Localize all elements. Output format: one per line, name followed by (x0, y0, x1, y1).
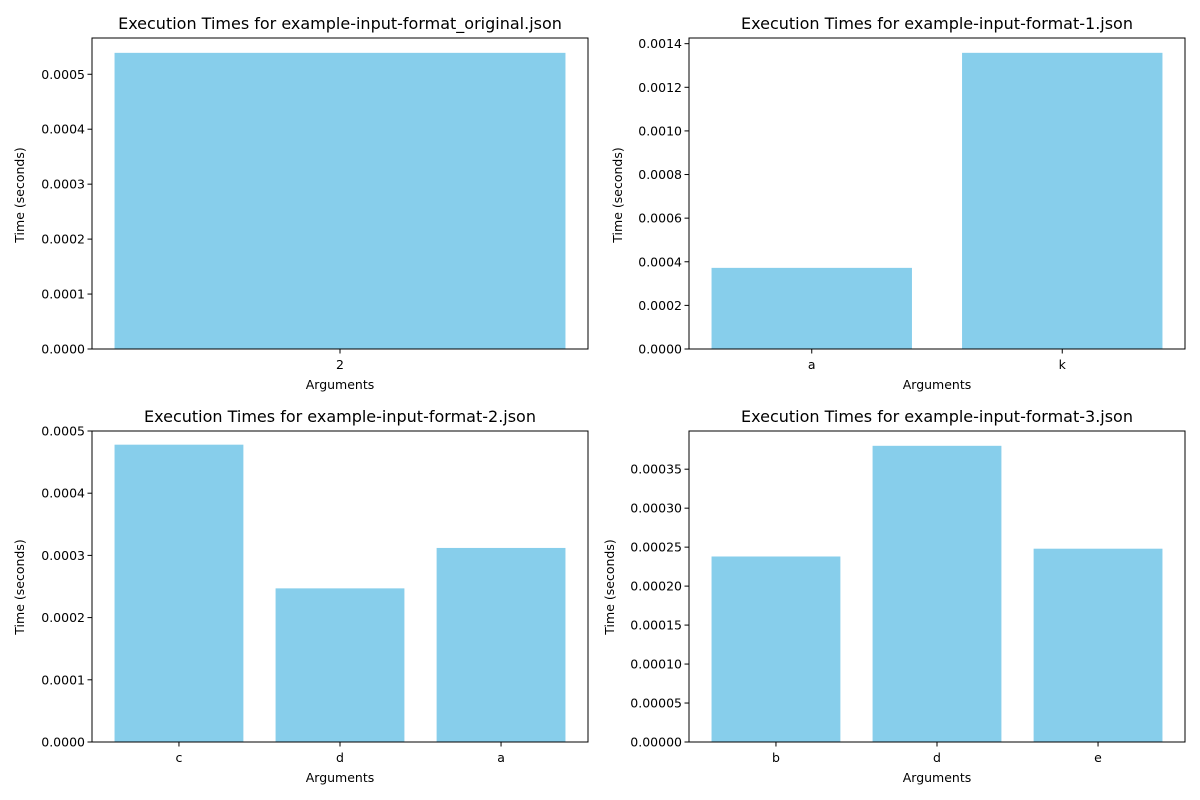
subplot-original: Execution Times for example-input-format… (12, 14, 589, 392)
y-tick-label: 0.0008 (638, 167, 682, 182)
y-tick-label: 0.0000 (41, 342, 85, 357)
x-axis-label: Arguments (306, 770, 375, 785)
y-tick-label: 0.0005 (41, 67, 85, 82)
x-axis-label: Arguments (306, 377, 375, 392)
chart-title: Execution Times for example-input-format… (741, 407, 1133, 426)
bar-c (114, 444, 244, 742)
subplot-format-1: Execution Times for example-input-format… (610, 14, 1186, 392)
plot-frame (688, 37, 1186, 350)
y-tick-label: 0.0004 (41, 486, 85, 501)
y-tick-label: 0.0004 (638, 254, 682, 269)
y-tick-label: 0.00020 (630, 579, 682, 594)
x-tick-label: d (933, 750, 941, 765)
x-axis-label: Arguments (903, 770, 972, 785)
y-tick-label: 0.0012 (638, 80, 682, 95)
y-tick-label: 0.0000 (638, 342, 682, 357)
y-axis-label: Time (seconds) (12, 147, 27, 243)
y-tick-label: 0.0000 (41, 735, 85, 750)
x-axis-label: Arguments (903, 377, 972, 392)
bar-a (711, 267, 912, 349)
y-tick-label: 0.0006 (638, 211, 682, 226)
bar-e (1033, 548, 1163, 742)
y-tick-label: 0.0003 (41, 548, 85, 563)
y-tick-label: 0.00025 (630, 540, 682, 555)
y-tick-label: 0.0014 (638, 36, 682, 51)
y-tick-label: 0.00035 (630, 462, 682, 477)
y-tick-label: 0.0005 (41, 424, 85, 439)
chart-title: Execution Times for example-input-format… (118, 14, 562, 34)
y-tick-label: 0.0001 (41, 672, 85, 687)
y-tick-label: 0.0003 (41, 177, 85, 192)
y-tick-label: 0.00030 (630, 501, 682, 516)
x-tick-label: k (1059, 357, 1067, 372)
bar-b (711, 556, 841, 742)
x-tick-label: d (336, 750, 344, 765)
x-tick-label: a (497, 750, 505, 765)
y-tick-label: 0.00000 (630, 735, 682, 750)
y-tick-label: 0.0002 (638, 298, 682, 313)
subplot-format-3: Execution Times for example-input-format… (602, 407, 1186, 785)
plot-frame (688, 430, 1186, 743)
y-tick-label: 0.0004 (41, 122, 85, 137)
plot-frame (91, 430, 589, 743)
bar-2 (114, 52, 566, 350)
x-tick-label: a (808, 357, 816, 372)
subplot-format-2: Execution Times for example-input-format… (12, 407, 589, 785)
y-tick-label: 0.0010 (638, 123, 682, 138)
x-tick-label: c (176, 750, 183, 765)
chart-title: Execution Times for example-input-format… (741, 14, 1133, 33)
x-tick-label: b (772, 750, 780, 765)
y-axis-label: Time (seconds) (602, 539, 617, 635)
y-tick-label: 0.00010 (630, 657, 682, 672)
y-tick-label: 0.0001 (41, 287, 85, 302)
x-tick-label: 2 (336, 357, 344, 372)
y-tick-label: 0.00015 (630, 618, 682, 633)
y-tick-label: 0.00005 (630, 696, 682, 711)
plot-frame (91, 37, 589, 350)
y-axis-label: Time (seconds) (12, 539, 27, 635)
bar-d (275, 588, 405, 742)
y-tick-label: 0.0002 (41, 610, 85, 625)
bar-a (436, 547, 566, 742)
bar-d (872, 445, 1002, 742)
x-tick-label: e (1094, 750, 1102, 765)
y-axis-label: Time (seconds) (610, 147, 625, 243)
bar-k (962, 52, 1163, 349)
y-tick-label: 0.0002 (41, 232, 85, 247)
chart-title: Execution Times for example-input-format… (144, 407, 536, 426)
